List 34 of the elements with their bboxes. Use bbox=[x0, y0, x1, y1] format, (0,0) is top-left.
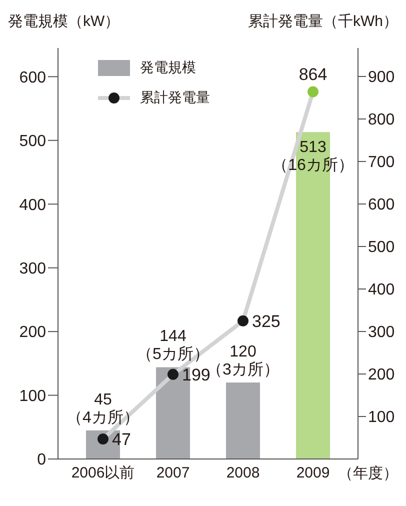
x-tick-label: 2008 bbox=[226, 464, 260, 482]
y-tick-label: 200 bbox=[19, 324, 46, 342]
data-label: 864 bbox=[298, 64, 328, 84]
y-axis-title: 発電規模（kW） bbox=[8, 12, 120, 31]
point bbox=[308, 86, 318, 98]
y-tick-label: 400 bbox=[19, 196, 46, 214]
y2-tick-label: 300 bbox=[368, 324, 395, 342]
y-tick-label: 500 bbox=[19, 133, 46, 150]
y2-tick-label: 400 bbox=[368, 282, 395, 299]
y-tick-label: 100 bbox=[19, 388, 46, 405]
bar bbox=[226, 382, 260, 459]
y-tick-label: 600 bbox=[19, 69, 46, 86]
data-label: 47 bbox=[112, 430, 131, 450]
point bbox=[168, 368, 178, 380]
y2-tick-label: 800 bbox=[368, 112, 395, 129]
data-label: 144 （5カ所） bbox=[136, 328, 210, 364]
legend-label: 発電規模 bbox=[140, 59, 196, 77]
x-tick-label: 2009 bbox=[296, 464, 330, 482]
point bbox=[238, 315, 248, 326]
x-tick-label: 2006以前 bbox=[71, 464, 135, 482]
data-label: 325 bbox=[252, 312, 280, 331]
y2-tick-label: 900 bbox=[368, 69, 395, 86]
data-label: 45 （4カ所） bbox=[66, 391, 140, 426]
y2-axis-title: 累計発電量（千kWh） bbox=[248, 12, 398, 31]
x-tick-label: 2007 bbox=[156, 464, 190, 482]
y2-tick-label: 600 bbox=[368, 196, 395, 214]
y2-tick-label: 500 bbox=[368, 239, 395, 256]
legend-label: 累計発電量 bbox=[140, 89, 210, 107]
x-axis-title: （年度） bbox=[338, 464, 398, 483]
y2-tick-label: 200 bbox=[368, 366, 395, 384]
y2-tick-label: 100 bbox=[368, 409, 395, 426]
y-tick-label: 300 bbox=[19, 260, 46, 278]
y2-tick-label: 700 bbox=[368, 154, 395, 172]
y-tick-label: 0 bbox=[37, 452, 46, 469]
